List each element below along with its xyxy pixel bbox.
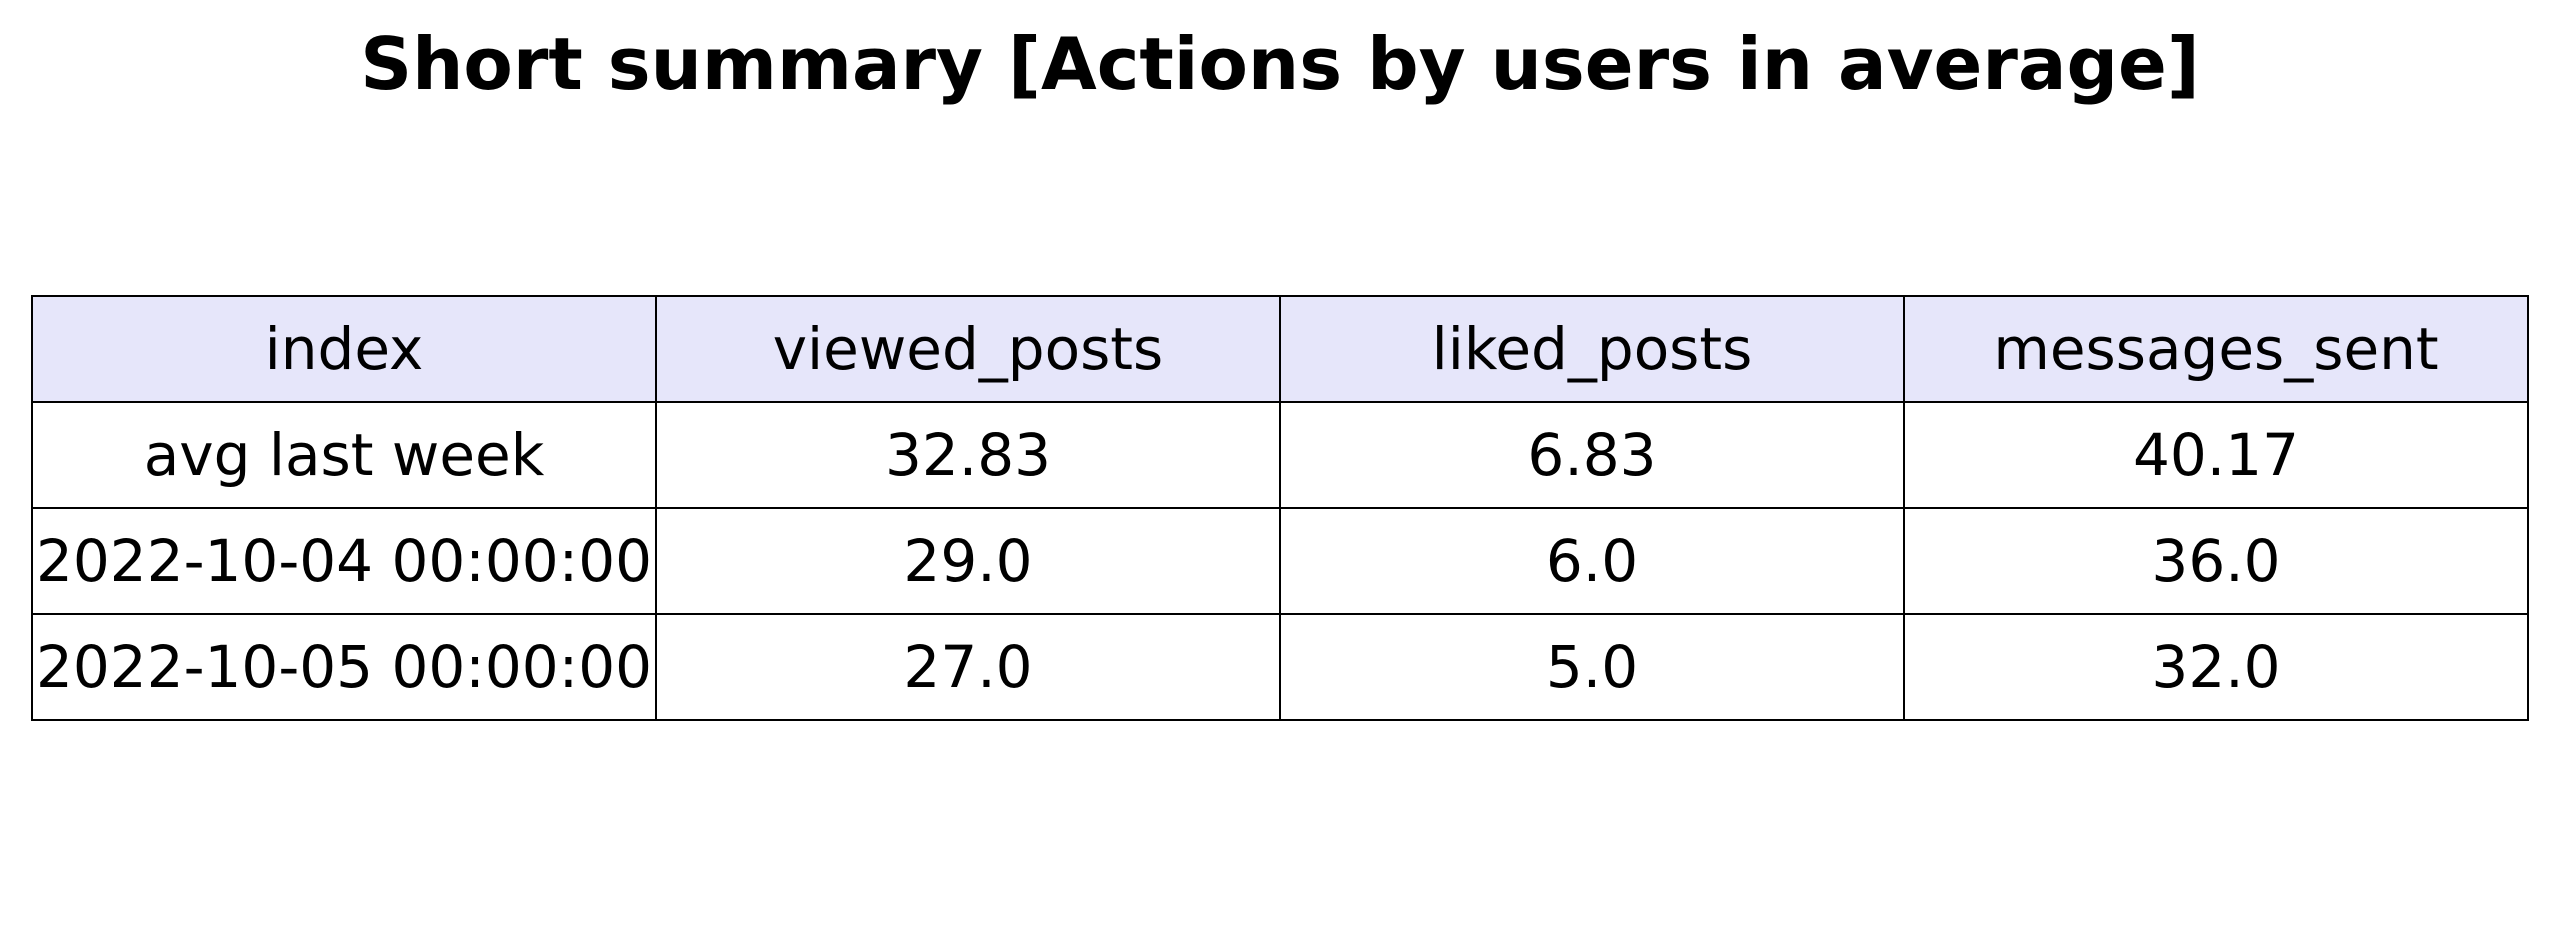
table-header-row: index viewed_posts liked_posts messages_… [31, 295, 2529, 403]
table-row: 2022-10-05 00:00:00 27.0 5.0 32.0 [31, 613, 2529, 721]
column-header-liked-posts: liked_posts [1279, 295, 1905, 403]
liked-posts-cell: 5.0 [1279, 613, 1905, 721]
messages-sent-cell: 36.0 [1903, 507, 2529, 615]
column-header-messages-sent: messages_sent [1903, 295, 2529, 403]
liked-posts-cell: 6.83 [1279, 401, 1905, 509]
summary-table: index viewed_posts liked_posts messages_… [31, 295, 2529, 721]
viewed-posts-cell: 29.0 [655, 507, 1281, 615]
table-row: 2022-10-04 00:00:00 29.0 6.0 36.0 [31, 507, 2529, 615]
row-index-cell: 2022-10-04 00:00:00 [31, 507, 657, 615]
table-row: avg last week 32.83 6.83 40.17 [31, 401, 2529, 509]
row-index-cell: avg last week [31, 401, 657, 509]
page-title: Short summary [Actions by users in avera… [360, 22, 2200, 106]
messages-sent-cell: 32.0 [1903, 613, 2529, 721]
messages-sent-cell: 40.17 [1903, 401, 2529, 509]
column-header-viewed-posts: viewed_posts [655, 295, 1281, 403]
viewed-posts-cell: 27.0 [655, 613, 1281, 721]
viewed-posts-cell: 32.83 [655, 401, 1281, 509]
liked-posts-cell: 6.0 [1279, 507, 1905, 615]
row-index-cell: 2022-10-05 00:00:00 [31, 613, 657, 721]
column-header-index: index [31, 295, 657, 403]
